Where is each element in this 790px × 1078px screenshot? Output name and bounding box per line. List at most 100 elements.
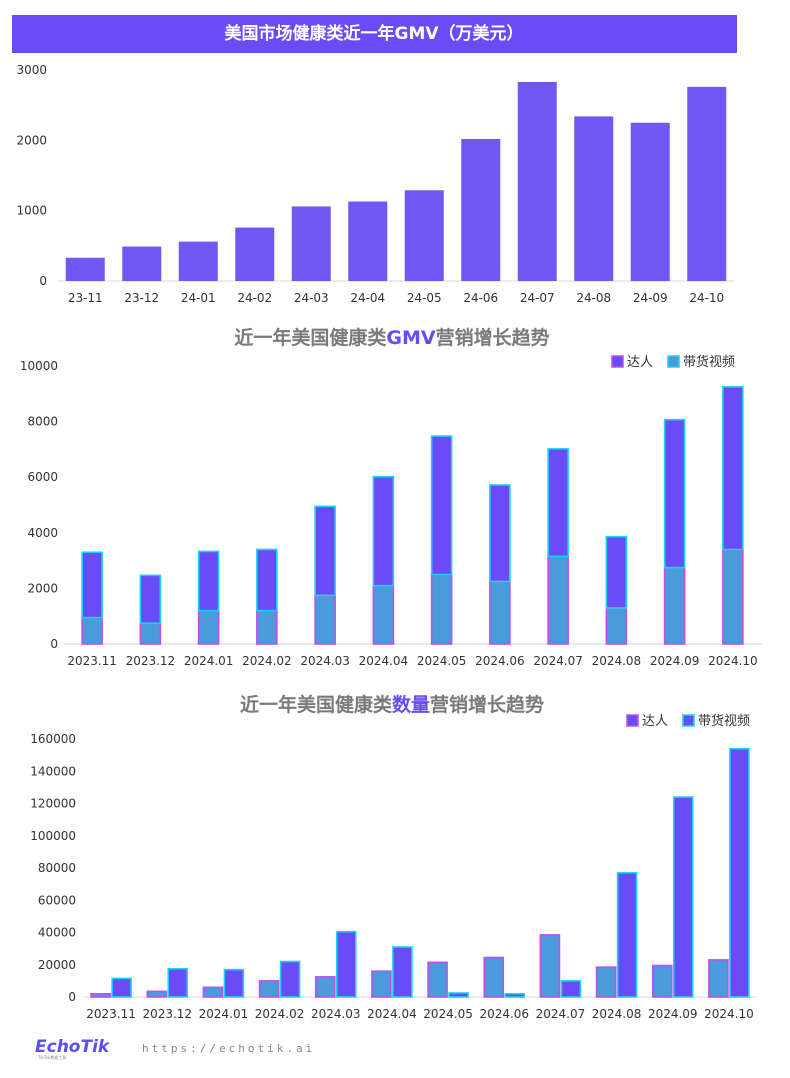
- y-tick-label: 8000: [27, 415, 58, 429]
- x-tick-label: 24-06: [463, 291, 498, 305]
- creator-gmv-bar: [256, 609, 278, 645]
- count-growth-chart: 近一年美国健康类数量营销增长趋势 达人 带货视频 0 20000 40000 6000…: [30, 693, 757, 1021]
- x-tick-label: 2024.05: [423, 1007, 473, 1021]
- video-count-bar: [279, 960, 301, 998]
- y-tick-label: 6000: [27, 470, 58, 484]
- x-tick-label: 2023.12: [126, 654, 176, 668]
- video-gmv-bar: [663, 418, 686, 569]
- video-gmv-bar: [139, 574, 162, 624]
- creator-count-bar: [427, 961, 448, 998]
- x-tick-label: 2024.10: [708, 654, 758, 668]
- creator-count-bar: [371, 970, 392, 998]
- x-tick-label: 24-08: [576, 291, 611, 305]
- legend-swatch-creator: [611, 355, 624, 368]
- creator-gmv-bar: [81, 616, 103, 645]
- creator-count-bar: [90, 992, 111, 998]
- y-tick-label: 120000: [30, 797, 76, 811]
- legend-swatch-video: [667, 355, 680, 368]
- video-count-bar: [504, 992, 526, 998]
- x-tick-label: 2024.04: [367, 1007, 417, 1021]
- creator-gmv-bar: [139, 622, 162, 645]
- x-tick-label: 2024.01: [199, 1007, 249, 1021]
- creator-gmv-bar: [663, 566, 686, 645]
- x-tick-label: 2024.01: [184, 654, 234, 668]
- y-tick-label: 2000: [27, 581, 58, 595]
- creator-count-bar: [483, 956, 505, 998]
- x-tick-label: 2024.05: [417, 654, 467, 668]
- video-count-bar: [448, 992, 469, 998]
- x-tick-label: 24-07: [520, 291, 555, 305]
- gmv-growth-chart-title: 近一年美国健康类GMV营销增长趋势: [234, 326, 549, 349]
- gmv-chart: 美国市场健康类近一年GMV（万美元） 0 1000 2000 3000 23-11 23-…: [12, 15, 737, 305]
- legend-swatch-video: [682, 714, 695, 727]
- y-tick-label: 4000: [27, 526, 58, 540]
- x-tick-label: 24-03: [294, 291, 329, 305]
- video-count-bar: [672, 796, 694, 998]
- x-tick-label: 23-12: [124, 291, 159, 305]
- footer: EchoTik TikTok数据工具 https://echotik.ai: [35, 1037, 315, 1060]
- x-tick-label: 24-02: [237, 291, 272, 305]
- creator-count-bar: [314, 976, 336, 998]
- gmv-bar: [404, 190, 444, 281]
- count-growth-chart-title: 近一年美国健康类数量营销增长趋势: [240, 693, 544, 716]
- legend-label-video: 带货视频: [698, 713, 750, 729]
- x-tick-label: 2023.12: [142, 1007, 192, 1021]
- creator-gmv-bar: [314, 594, 336, 645]
- gmv-bar: [291, 206, 331, 281]
- gmv-chart-title: 美国市场健康类近一年GMV（万美元）: [224, 23, 523, 44]
- creator-gmv-bar: [605, 607, 628, 645]
- y-tick-label: 10000: [20, 359, 58, 373]
- x-tick-label: 2024.06: [479, 1007, 529, 1021]
- y-tick-label: 100000: [30, 829, 76, 843]
- video-gmv-bar: [81, 551, 103, 619]
- video-count-bar: [111, 977, 132, 998]
- creator-count-bar: [651, 964, 673, 998]
- creator-gmv-bar: [547, 555, 569, 645]
- gmv-bar: [122, 246, 162, 281]
- y-tick-label: 1000: [16, 204, 47, 218]
- x-tick-label: 2023.11: [86, 1007, 136, 1021]
- gmv-bar: [461, 138, 501, 281]
- echotik-url[interactable]: https://echotik.ai: [142, 1042, 315, 1055]
- count-growth-legend: 达人 带货视频: [626, 713, 750, 729]
- creator-count-bar: [146, 990, 168, 998]
- x-tick-label: 2024.09: [648, 1007, 698, 1021]
- video-count-bar: [335, 930, 357, 998]
- creator-gmv-bar: [722, 548, 744, 645]
- creator-gmv-bar: [372, 584, 395, 645]
- x-tick-label: 2024.09: [650, 654, 700, 668]
- gmv-growth-chart: 近一年美国健康类GMV营销增长趋势 达人 带货视频 0 2000 4000 6000 8…: [20, 326, 762, 668]
- gmv-bar: [178, 241, 218, 281]
- gmv-bar: [687, 86, 727, 281]
- creator-count-bar: [539, 934, 561, 998]
- y-tick-label: 0: [68, 990, 76, 1004]
- legend-label-creator: 达人: [627, 355, 653, 370]
- video-gmv-bar: [197, 550, 220, 612]
- x-tick-label: 2024.07: [536, 1007, 586, 1021]
- gmv-bar: [574, 116, 614, 281]
- x-tick-label: 2024.08: [592, 1007, 642, 1021]
- gmv-growth-legend: 达人 带货视频: [611, 354, 735, 370]
- x-tick-label: 2024.08: [592, 654, 642, 668]
- y-tick-label: 60000: [38, 893, 76, 907]
- creator-count-bar: [202, 986, 224, 998]
- x-tick-label: 24-01: [181, 291, 216, 305]
- video-gmv-bar: [314, 505, 336, 597]
- creator-gmv-bar: [197, 609, 220, 645]
- x-tick-label: 2024.02: [242, 654, 292, 668]
- gmv-bar: [235, 227, 275, 281]
- creator-gmv-bar: [430, 573, 453, 645]
- y-tick-label: 40000: [38, 926, 76, 940]
- y-tick-label: 20000: [38, 958, 76, 972]
- gmv-chart-title-banner: [12, 15, 737, 53]
- y-tick-label: 160000: [30, 732, 76, 746]
- y-tick-label: 140000: [30, 764, 76, 778]
- creator-count-bar: [595, 966, 617, 998]
- video-gmv-bar: [372, 475, 395, 587]
- x-tick-label: 2024.06: [475, 654, 525, 668]
- video-gmv-bar: [256, 548, 278, 612]
- legend-label-creator: 达人: [642, 714, 668, 729]
- video-gmv-bar: [605, 535, 628, 609]
- video-gmv-bar: [489, 484, 511, 583]
